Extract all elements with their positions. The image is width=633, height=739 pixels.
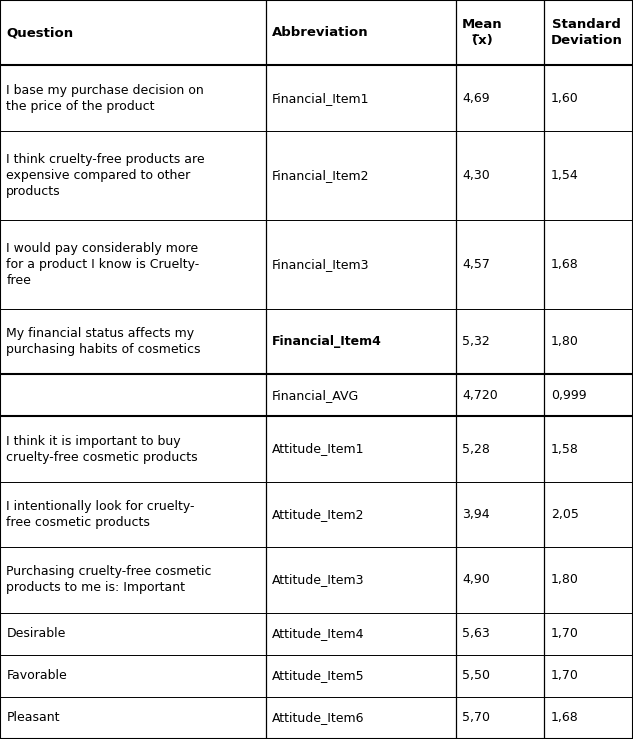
Text: 2,05: 2,05 [551, 508, 579, 521]
Text: 4,720: 4,720 [462, 389, 498, 402]
Text: I would pay considerably more
for a product I know is Cruelty-
free: I would pay considerably more for a prod… [6, 242, 199, 287]
Text: Financial_Item2: Financial_Item2 [272, 169, 370, 182]
Text: I intentionally look for cruelty-
free cosmetic products: I intentionally look for cruelty- free c… [6, 500, 195, 529]
Text: Attitude_Item6: Attitude_Item6 [272, 712, 365, 724]
Text: 5,32: 5,32 [462, 335, 490, 348]
Text: 1,54: 1,54 [551, 169, 579, 182]
Text: Financial_AVG: Financial_AVG [272, 389, 360, 402]
Text: Standard
Deviation: Standard Deviation [551, 18, 623, 47]
Text: I think cruelty-free products are
expensive compared to other
products: I think cruelty-free products are expens… [6, 153, 205, 198]
Text: Financial_Item1: Financial_Item1 [272, 92, 370, 105]
Text: Pleasant: Pleasant [6, 712, 60, 724]
Text: 4,69: 4,69 [462, 92, 490, 105]
Text: 4,30: 4,30 [462, 169, 490, 182]
Text: 4,57: 4,57 [462, 258, 490, 270]
Text: 1,80: 1,80 [551, 573, 579, 587]
Text: 1,60: 1,60 [551, 92, 579, 105]
Text: Favorable: Favorable [6, 670, 67, 682]
Text: 4,90: 4,90 [462, 573, 490, 587]
Text: I base my purchase decision on
the price of the product: I base my purchase decision on the price… [6, 84, 204, 113]
Text: 1,68: 1,68 [551, 258, 579, 270]
Text: 1,70: 1,70 [551, 627, 579, 640]
Text: Desirable: Desirable [6, 627, 66, 640]
Text: 0,999: 0,999 [551, 389, 586, 402]
Text: Abbreviation: Abbreviation [272, 27, 369, 39]
Text: Attitude_Item2: Attitude_Item2 [272, 508, 365, 521]
Text: 3,94: 3,94 [462, 508, 490, 521]
Text: 5,28: 5,28 [462, 443, 490, 455]
Text: 1,80: 1,80 [551, 335, 579, 348]
Text: Financial_Item4: Financial_Item4 [272, 335, 382, 348]
Text: I think it is important to buy
cruelty-free cosmetic products: I think it is important to buy cruelty-f… [6, 435, 198, 463]
Text: 1,68: 1,68 [551, 712, 579, 724]
Text: 5,70: 5,70 [462, 712, 490, 724]
Text: Attitude_Item1: Attitude_Item1 [272, 443, 365, 455]
Text: Question: Question [6, 27, 73, 39]
Text: Attitude_Item4: Attitude_Item4 [272, 627, 365, 640]
Text: Mean
(̅x): Mean (̅x) [462, 18, 503, 47]
Text: Attitude_Item5: Attitude_Item5 [272, 670, 365, 682]
Text: 5,63: 5,63 [462, 627, 490, 640]
Text: Attitude_Item3: Attitude_Item3 [272, 573, 365, 587]
Text: Purchasing cruelty-free cosmetic
products to me is: Important: Purchasing cruelty-free cosmetic product… [6, 565, 212, 594]
Text: 5,50: 5,50 [462, 670, 490, 682]
Text: My financial status affects my
purchasing habits of cosmetics: My financial status affects my purchasin… [6, 327, 201, 356]
Text: Financial_Item3: Financial_Item3 [272, 258, 370, 270]
Text: 1,70: 1,70 [551, 670, 579, 682]
Text: 1,58: 1,58 [551, 443, 579, 455]
